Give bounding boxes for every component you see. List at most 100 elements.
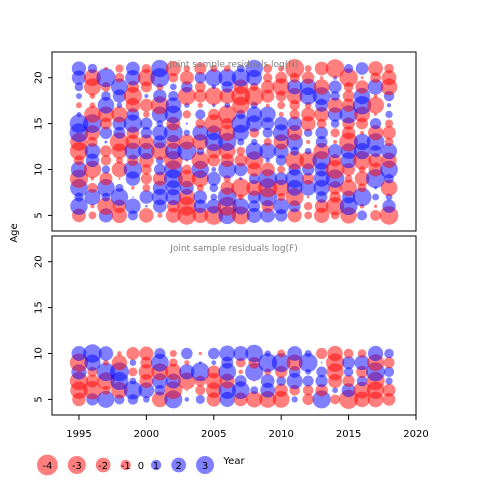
- residual-bubble: [328, 80, 342, 94]
- residual-bubble: [89, 102, 96, 109]
- residual-bubble: [385, 377, 393, 385]
- residual-bubble: [69, 114, 89, 133]
- residual-bubble: [71, 61, 87, 76]
- bubble-series: [69, 344, 396, 409]
- residual-bubble: [204, 114, 224, 133]
- residual-bubble: [220, 181, 235, 195]
- residual-bubble: [285, 59, 305, 78]
- residual-bubble: [209, 183, 219, 193]
- bubble-size-legend: -4 -3 -2 -1 0 1 2 3: [37, 454, 215, 476]
- residual-bubble: [355, 62, 369, 75]
- residual-bubble: [299, 151, 317, 170]
- residual-bubble: [169, 349, 177, 358]
- residual-bubble: [353, 381, 371, 399]
- residual-bubble: [330, 394, 341, 405]
- x-axis-title: Year: [222, 456, 245, 467]
- residual-bubble: [96, 68, 116, 88]
- residual-bubble: [98, 346, 114, 361]
- residual-bubble: [325, 197, 345, 216]
- residual-bubble: [115, 64, 124, 73]
- residual-bubble: [138, 364, 155, 380]
- residual-bubble: [250, 386, 259, 395]
- residual-bubble: [140, 117, 153, 130]
- residual-bubble: [314, 199, 329, 213]
- legend-bubble: [67, 455, 86, 475]
- residual-bubble: [372, 193, 380, 201]
- residual-bubble: [313, 79, 330, 95]
- residual-bubble: [179, 134, 195, 150]
- x-tick-label: 1995: [66, 429, 91, 440]
- residual-bubble: [97, 197, 115, 215]
- residual-bubble: [273, 198, 290, 215]
- residual-bubble: [341, 383, 356, 398]
- residual-bubble: [340, 179, 357, 197]
- y-tick-label: 20: [34, 71, 45, 84]
- residual-bubble: [287, 79, 303, 95]
- residual-bubble: [368, 61, 383, 76]
- residual-bubble: [198, 361, 202, 365]
- residual-bubble: [205, 69, 223, 87]
- residual-bubble: [263, 73, 273, 83]
- residual-bubble: [83, 381, 102, 400]
- residual-bubble: [289, 109, 300, 120]
- residual-bubble: [360, 130, 365, 135]
- x-tick-label: 2010: [268, 429, 293, 440]
- residual-bubble: [140, 127, 153, 139]
- residual-bubble: [178, 169, 196, 188]
- residual-bubble: [151, 59, 169, 78]
- residual-bubble: [97, 96, 115, 114]
- residual-bubble: [197, 102, 203, 108]
- residual-bubble: [373, 112, 378, 116]
- residual-bubble: [191, 151, 210, 170]
- residual-bubble: [232, 197, 249, 215]
- residual-bubble: [169, 358, 178, 367]
- residual-bubble: [236, 146, 246, 156]
- legend-bubble: [171, 457, 187, 473]
- y-tick-label: 10: [34, 163, 45, 176]
- residual-bubble: [360, 76, 364, 80]
- residual-bubble: [224, 102, 231, 109]
- residual-bubble: [97, 390, 115, 408]
- residual-bubble: [330, 128, 340, 138]
- residual-bubble: [384, 137, 394, 147]
- residual-bubble: [238, 369, 244, 375]
- residual-bubble: [125, 61, 140, 76]
- residual-bubble: [315, 383, 328, 397]
- residual-bubble: [382, 199, 396, 213]
- residual-bubble: [104, 66, 108, 71]
- residual-bubble: [194, 62, 207, 75]
- residual-bubble: [272, 179, 290, 197]
- residual-bubble: [236, 64, 245, 73]
- residual-bubble: [386, 103, 392, 108]
- residual-bubble: [100, 155, 112, 166]
- residual-bubble: [263, 137, 272, 146]
- residual-bubble: [369, 118, 382, 130]
- residual-bubble: [245, 362, 264, 381]
- residual-bubble: [380, 179, 398, 197]
- residual-bubble: [246, 106, 262, 123]
- residual-bubble: [381, 70, 397, 86]
- residual-bubble: [382, 126, 396, 140]
- residual-bubble: [71, 346, 87, 361]
- legend-label: 0: [138, 461, 144, 472]
- residual-bubble: [132, 196, 134, 198]
- residual-bubble: [143, 111, 150, 118]
- residual-bubble: [138, 134, 154, 150]
- residual-bubble: [301, 71, 315, 84]
- x-tick-label: 2000: [134, 429, 159, 440]
- residual-bubble: [211, 360, 217, 366]
- residual-bubble: [123, 381, 143, 400]
- residual-bubble: [168, 90, 179, 102]
- residual-bubble: [339, 68, 358, 87]
- residual-bubble: [123, 114, 142, 133]
- residual-bubble: [260, 374, 275, 388]
- residual-bubble: [75, 93, 82, 100]
- residual-bubble: [353, 133, 371, 151]
- residual-bubble: [303, 202, 313, 211]
- residual-bubble: [110, 188, 129, 206]
- residual-bubble: [217, 105, 237, 124]
- y-tick-label: 5: [34, 396, 45, 402]
- residual-bubble: [384, 348, 394, 359]
- residual-bubble: [265, 103, 270, 108]
